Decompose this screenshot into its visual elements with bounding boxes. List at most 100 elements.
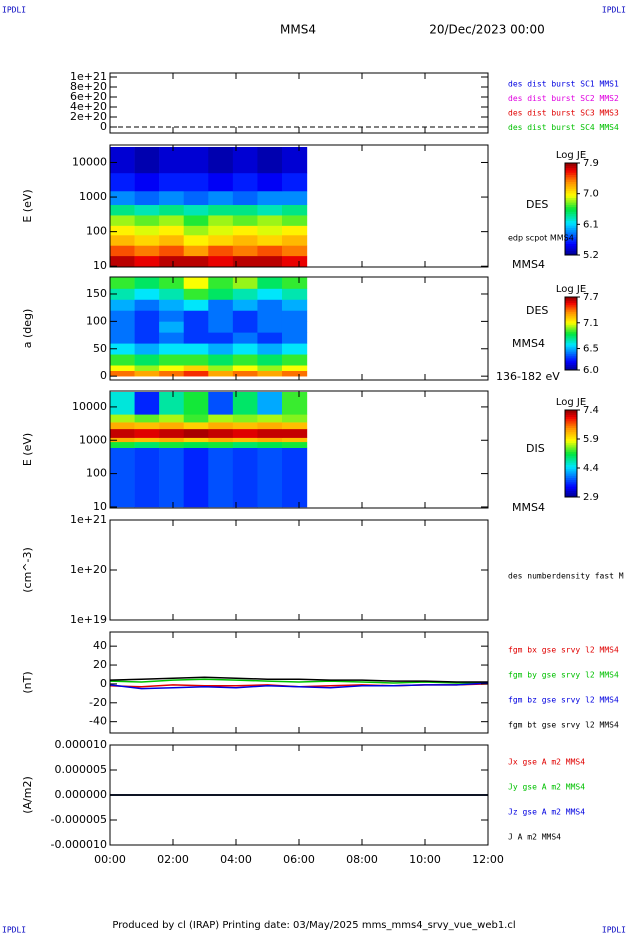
colorbar-swatch [565,215,577,219]
date: 20/Dec/2023 00:00 [429,23,545,37]
heatmap-cell [281,370,308,377]
heatmap-cell [281,422,308,430]
heatmap-cell [281,245,308,257]
colorbar-swatch [565,335,577,338]
heatmap-cell [110,215,135,226]
y-axis-label: (A/m2) [21,776,34,814]
heatmap-cell [281,428,308,438]
heatmap-cell [281,343,308,355]
legend-label: des dist burst SC3 MMS3 [508,109,619,118]
heatmap-cell [159,190,185,206]
colorbar-swatch [565,192,577,196]
heatmap-cell [110,343,135,355]
heatmap-cell [281,299,308,311]
heatmap-cell [183,391,209,415]
x-tick-label: 04:00 [220,853,252,866]
heatmap-cell [183,332,209,344]
heatmap-cell [110,354,135,366]
heatmap-cell [159,172,185,192]
colorbar-swatch [565,333,577,336]
colorbar-swatch [565,357,577,360]
heatmap-cell [281,414,308,423]
colorbar-swatch [565,309,577,313]
heatmap-cell [232,225,258,236]
colorbar-swatch [565,311,577,314]
y-axis-label: (cm^-3) [21,547,34,593]
heatmap-cell [232,321,258,333]
heatmap-cell [208,321,234,333]
heatmap-cell [134,391,160,415]
heatmap-cell [281,234,308,246]
colorbar-title: Log JE [556,150,586,161]
colorbar-swatch [565,342,577,345]
heatmap-cell [257,299,283,311]
colorbar-swatch [565,220,577,224]
heatmap-cell [257,288,283,300]
heatmap-cell [208,299,234,311]
corner-label: IPDLI [602,6,626,15]
y-tick-label: 2e+20 [70,110,107,123]
colorbar-swatch [565,241,577,244]
heatmap-cell [232,441,258,448]
colorbar-swatch [565,433,577,437]
heatmap-cell [134,343,160,355]
heatmap-cell [281,365,308,371]
heatmap-cell [134,147,160,174]
y-axis-label: (nT) [21,671,34,693]
heatmap-cell [110,437,135,443]
heatmap-cell [110,414,135,423]
heatmap-cell [134,428,160,438]
colorbar-swatch [565,297,577,300]
colorbar-swatch [565,199,577,203]
colorbar-swatch [565,351,577,355]
colorbar-tick-label: 4.4 [583,463,599,474]
colorbar-swatch [565,353,577,356]
colorbar-swatch [565,188,577,192]
heatmap-cell [183,204,209,216]
y-tick-label: 1000 [79,190,107,203]
heatmap-cell [232,190,258,206]
legend-label: Jz gse A m2 MMS4 [508,808,585,817]
y-axis-label: a (deg) [21,309,34,349]
heatmap-cell [134,225,160,236]
heatmap-cell [110,255,135,267]
heatmap-cell [208,255,234,267]
colorbar-tick-label: 5.2 [583,250,599,261]
heatmap-cell [281,310,308,322]
heatmap-cell [232,414,258,423]
colorbar-swatch [565,366,577,369]
heatmap-cell [159,391,185,415]
colorbar-swatch [565,213,577,217]
heatmap-cell [232,332,258,344]
colorbar-swatch [565,349,577,353]
heatmap-cell [110,147,135,174]
heatmap-cell [159,277,185,289]
heatmap-cell [257,245,283,257]
colorbar-swatch [565,225,577,228]
x-tick-label: 10:00 [409,853,441,866]
heatmap-cell [159,437,185,443]
colorbar-swatch [565,186,577,189]
colorbar-swatch [565,315,577,318]
colorbar-swatch [565,298,577,302]
heatmap-cell [159,215,185,226]
legend-label: J A m2 MMS4 [508,833,561,842]
heatmap-cell [232,215,258,226]
heatmap-cell [208,234,234,246]
colorbar-swatch [565,318,577,322]
y-tick-label: 8e+20 [70,80,107,93]
heatmap-cell [183,245,209,257]
y-tick-label: 4e+20 [70,100,107,113]
x-tick-label: 06:00 [283,853,315,866]
heatmap-cell [281,447,308,508]
panel-label: MMS4 [512,258,545,271]
colorbar-swatch [565,420,577,424]
legend-label: Jy gse A m2 MMS4 [508,783,585,792]
heatmap-cell [159,343,185,355]
y-tick-label: 10000 [72,155,107,168]
heatmap-cell [183,343,209,355]
heatmap-cell [281,441,308,448]
heatmap-cell [257,447,283,508]
heatmap-cell [134,215,160,226]
